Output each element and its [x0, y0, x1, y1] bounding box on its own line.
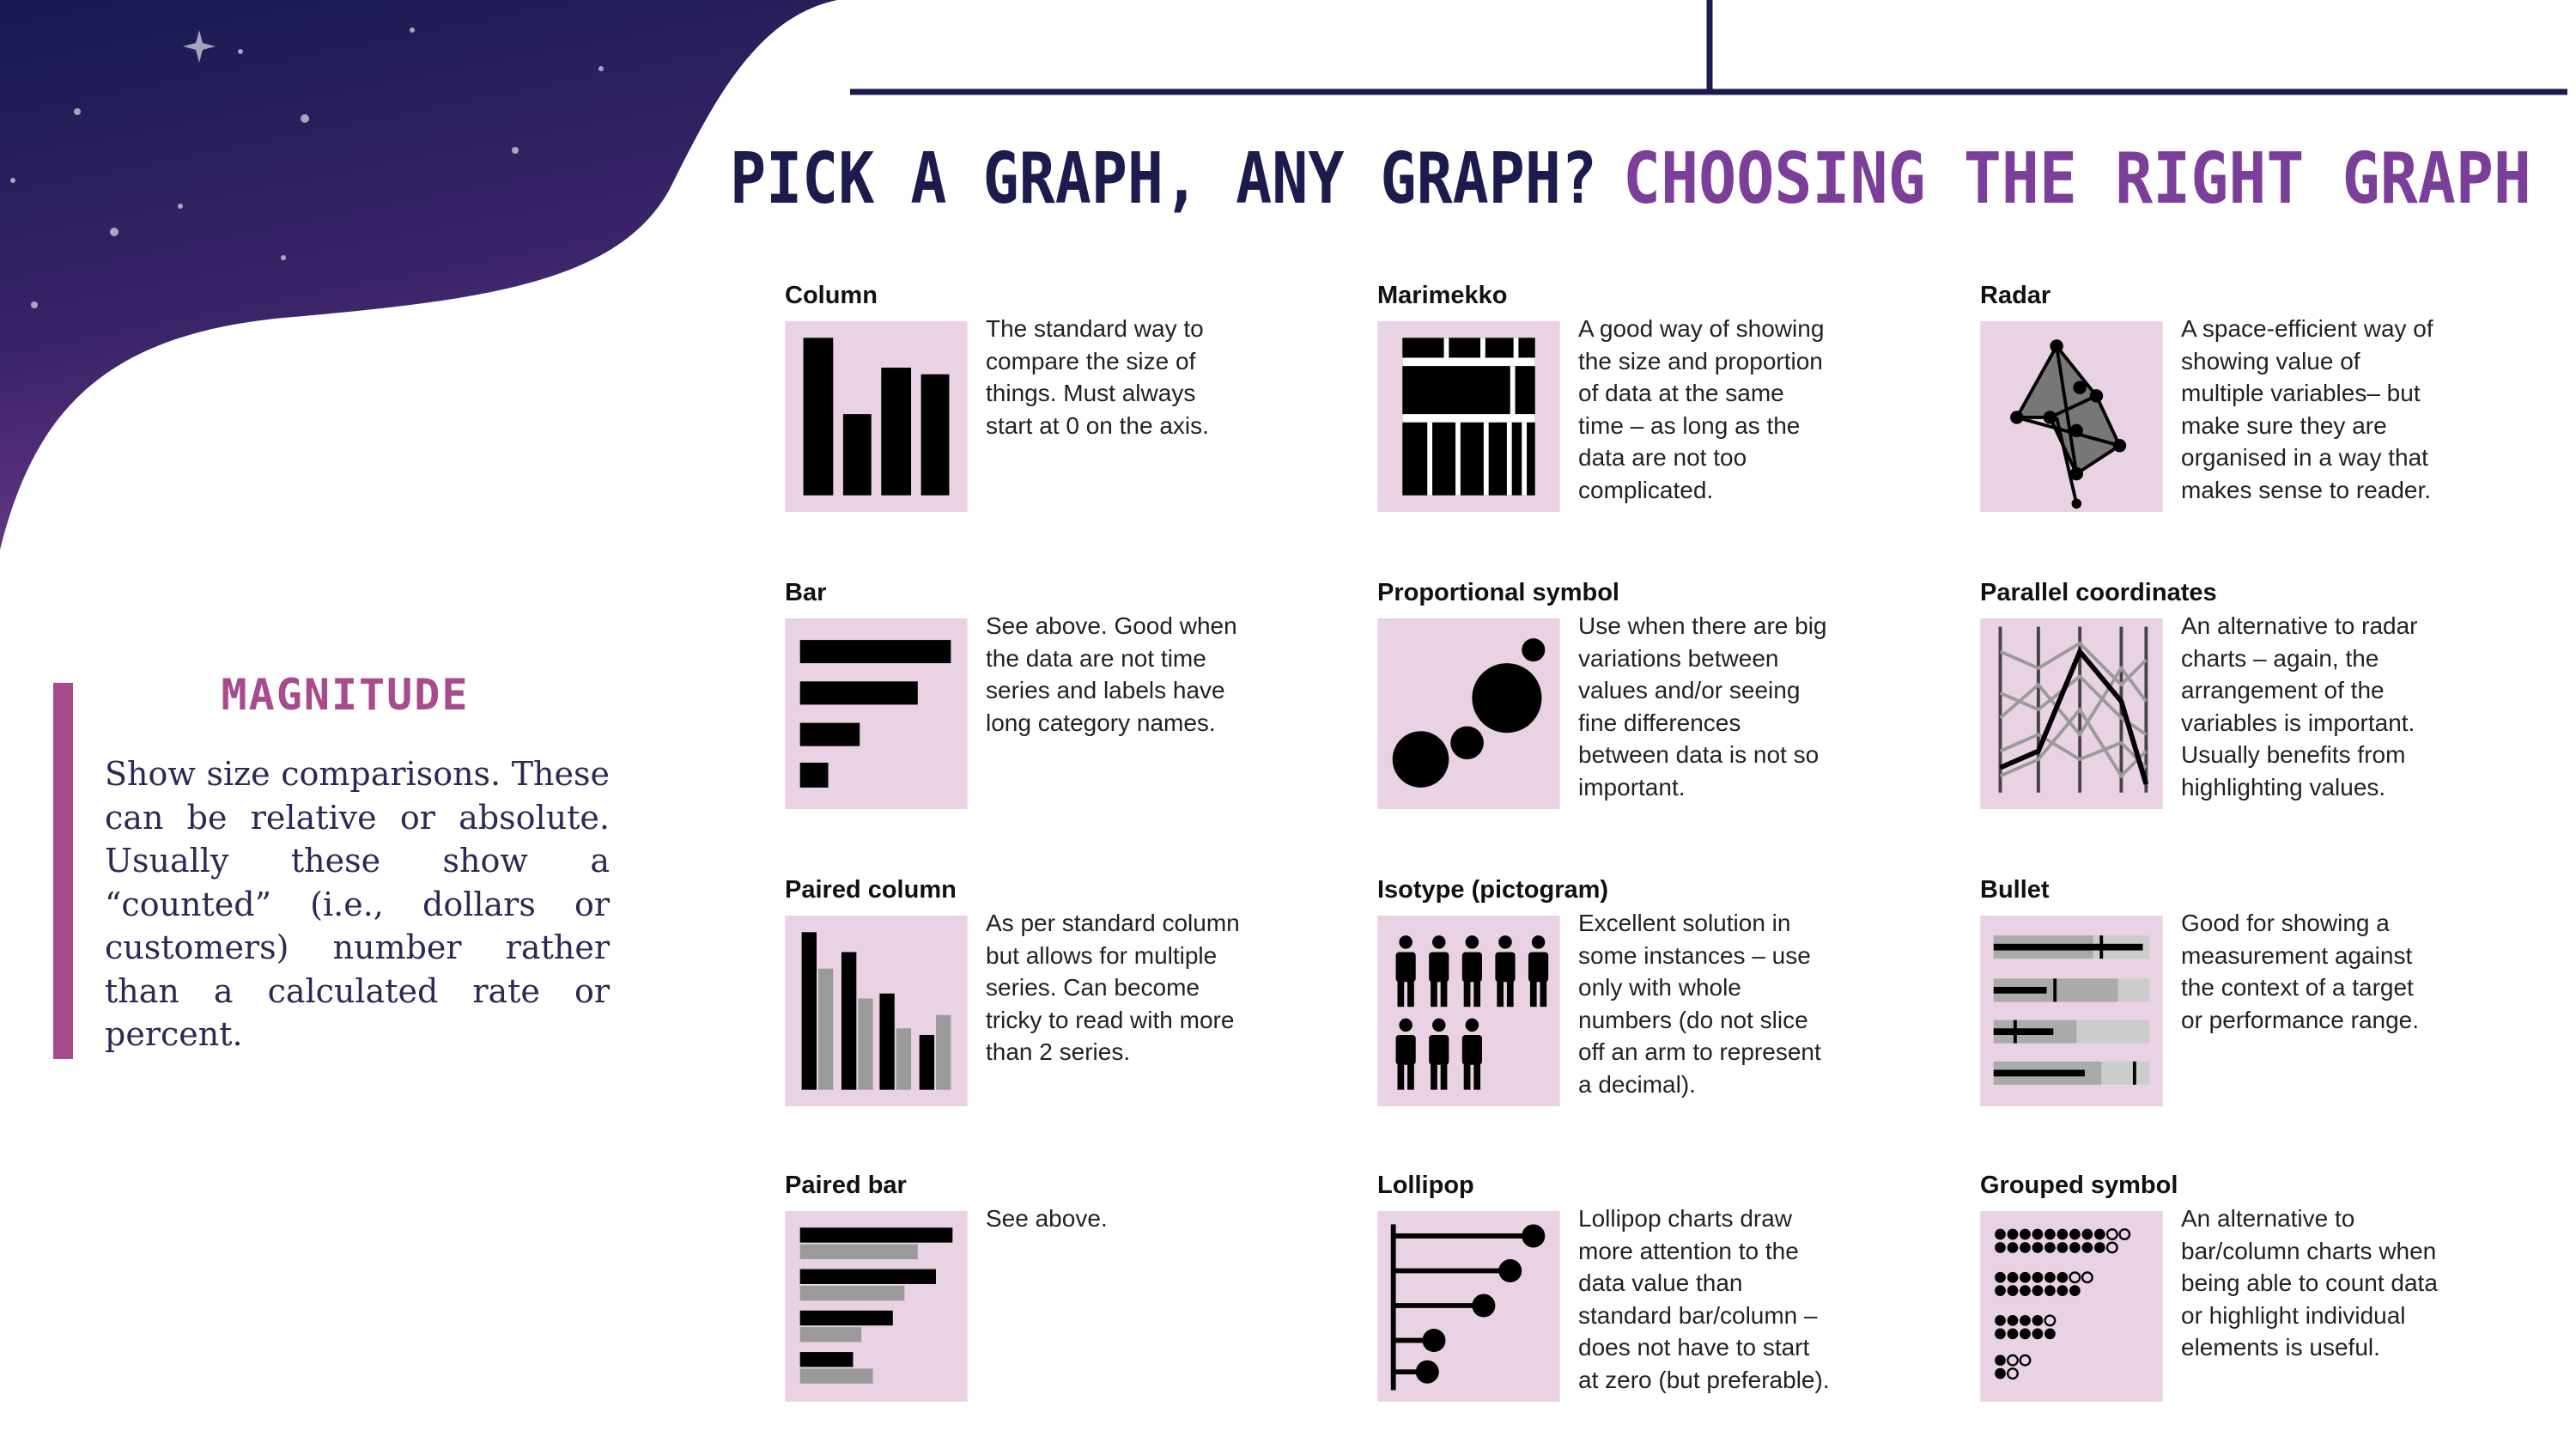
- chart-type-name: Radar: [1980, 282, 2051, 309]
- chart-type-card: Column The standard way to compare the s…: [785, 282, 1369, 565]
- chart-type-description: An alternative to bar/column charts when…: [2181, 1205, 2438, 1361]
- chart-type-card: Parallel coordinates An alternative to r…: [1980, 579, 2564, 862]
- chart-type-name: Parallel coordinates: [1980, 579, 2217, 606]
- stars: [10, 27, 604, 308]
- chart-type-icon: [785, 916, 968, 1106]
- sidebar-accent: [53, 683, 73, 1059]
- subtitle: CHOOSING THE RIGHT GRAPH: [1623, 138, 2531, 220]
- chart-type-description: See above.: [986, 1205, 1108, 1232]
- sky-shape: [0, 0, 837, 550]
- sidebar-heading: MAGNITUDE: [221, 670, 470, 720]
- chart-type-name: Column: [785, 282, 878, 309]
- chart-type-icon: [1377, 1211, 1560, 1402]
- chart-type-name: Proportional symbol: [1377, 579, 1619, 606]
- chart-type-name: Lollipop: [1377, 1172, 1474, 1199]
- chart-type-name: Grouped symbol: [1980, 1172, 2178, 1199]
- chart-type-description: See above. Good when the data are not ti…: [986, 612, 1237, 736]
- chart-type-description: Good for showing a measurement against t…: [2181, 910, 2420, 1033]
- chart-type-name: Paired column: [785, 876, 957, 904]
- chart-type-card: Paired column As per standard column but…: [785, 876, 1369, 1160]
- chart-type-card: Radar A space-efficient way of showing v…: [1980, 282, 2564, 565]
- chart-type-icon: [1377, 916, 1560, 1106]
- chart-type-card: Proportional symbol Use when there are b…: [1377, 579, 1961, 862]
- chart-type-card: Paired bar See above.: [785, 1172, 1369, 1455]
- chart-type-description: Lollipop charts draw more attention to t…: [1578, 1205, 1830, 1393]
- chart-type-description: Use when there are big variations betwee…: [1578, 612, 1827, 801]
- chart-type-icon: [1980, 916, 2163, 1106]
- chart-type-icon: [1377, 618, 1560, 809]
- chart-type-card: Bar See above. Good when the data are no…: [785, 579, 1369, 862]
- chart-type-description: A good way of showing the size and propo…: [1578, 315, 1825, 503]
- chart-type-description: An alternative to radar charts – again, …: [2181, 612, 2418, 801]
- sidebar-text: Show size comparisons. These can be rela…: [105, 755, 610, 1053]
- chart-type-name: Isotype (pictogram): [1377, 876, 1609, 904]
- chart-type-icon: [1980, 321, 2163, 512]
- chart-type-icon: [785, 1211, 968, 1402]
- chart-type-description: Excellent solution in some instances – u…: [1578, 910, 1821, 1098]
- chart-type-card: Marimekko A good way of showing the size…: [1377, 282, 1961, 565]
- chart-type-icon: [1980, 1211, 2163, 1402]
- chart-type-icon: [785, 321, 968, 512]
- chart-type-description: The standard way to compare the size of …: [986, 315, 1209, 439]
- chart-type-card: Isotype (pictogram) Excellent solution i…: [1377, 876, 1961, 1160]
- chart-type-description: As per standard column but allows for mu…: [986, 910, 1240, 1065]
- chart-type-icon: [1377, 321, 1560, 512]
- chart-type-card: Bullet Good for showing a measurement ag…: [1980, 876, 2564, 1160]
- chart-type-name: Bullet: [1980, 876, 2050, 904]
- chart-type-card: Lollipop Lollipop charts draw more atten…: [1377, 1172, 1961, 1455]
- chart-type-name: Paired bar: [785, 1172, 907, 1199]
- chart-type-name: Marimekko: [1377, 282, 1508, 309]
- chart-type-icon: [785, 618, 968, 809]
- title: PICK A GRAPH, ANY GRAPH?: [730, 138, 1597, 220]
- chart-type-description: A space-efficient way of showing value o…: [2181, 315, 2433, 503]
- star-sparkle: [183, 30, 216, 63]
- chart-type-icon: [1980, 618, 2163, 809]
- chart-type-name: Bar: [785, 579, 827, 606]
- chart-type-card: Grouped symbol An alternative to bar/col…: [1980, 1172, 2564, 1455]
